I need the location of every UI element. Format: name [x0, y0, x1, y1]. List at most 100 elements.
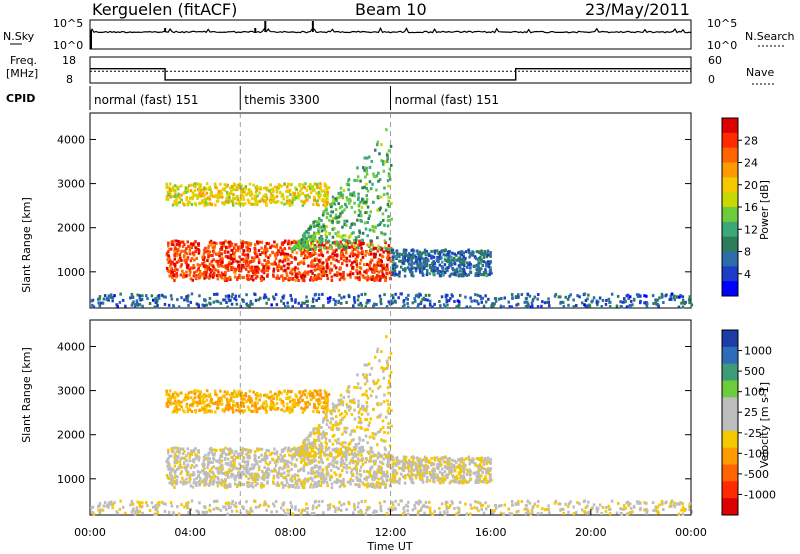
velocity-cell-1591	[296, 482, 299, 486]
power-cell-2739	[421, 251, 425, 255]
power-cell-208	[578, 295, 581, 299]
velocity-cell-1202	[245, 470, 249, 474]
cpid-segment-1: themis 3300	[244, 93, 319, 107]
power-cell-1171	[173, 250, 177, 254]
power-cell-1994	[300, 187, 303, 191]
velocity-cell-1360	[209, 474, 212, 478]
power-cell-2831	[430, 269, 433, 273]
power-cell-1102	[281, 251, 284, 255]
power-cell-2943	[453, 272, 456, 276]
power-cell-2599	[447, 256, 450, 260]
power-cell-2200	[382, 169, 386, 173]
power-cell-2487	[320, 225, 324, 229]
power-cell-141	[658, 296, 661, 300]
power-cell-659	[246, 256, 250, 260]
power-cell-500	[263, 259, 266, 262]
freq-left-tick-bottom: 8	[66, 73, 73, 86]
power-cell-2470	[317, 230, 320, 234]
velocity-cell-1446	[280, 456, 284, 460]
power-cell-1601	[313, 182, 316, 186]
velocity-cell-1183	[173, 486, 176, 489]
power-cell-487	[364, 292, 367, 296]
power-cell-2657	[429, 254, 433, 258]
power-cell-1315	[185, 270, 188, 274]
power-cell-2281	[339, 212, 342, 216]
power-cell-1058	[245, 241, 248, 245]
velocity-cell-1564	[253, 476, 256, 480]
velocity-cell-125	[334, 510, 337, 513]
power-cell-1580	[259, 253, 262, 256]
velocity-cell-1248	[366, 475, 370, 479]
power-cell-305	[406, 297, 409, 301]
power-cell-1860	[313, 195, 316, 199]
power-cell-1566	[262, 265, 265, 269]
power-cell-1141	[252, 259, 256, 263]
power-cell-2929	[441, 265, 444, 269]
velocity-cell-905	[361, 463, 365, 466]
power-cell-2433	[384, 208, 388, 212]
power-cell-1304	[257, 249, 261, 253]
velocity-cell-1111	[249, 449, 253, 453]
power-cell-2041	[231, 199, 234, 203]
power-cell-1576	[325, 264, 329, 268]
velocity-cell-386	[130, 499, 134, 503]
velocity-cell-1674	[300, 406, 303, 410]
velocity-cell-1253	[202, 471, 206, 475]
power-cell-2255	[328, 232, 332, 236]
power-cell-1972	[254, 199, 257, 203]
velocity-cell-855	[384, 473, 387, 477]
power-cell-2442	[378, 152, 381, 156]
velocity-cell-758	[207, 460, 210, 464]
power-cell-1300	[287, 258, 290, 262]
velocity-cell-436	[231, 499, 234, 503]
power-cell-221	[411, 301, 415, 305]
power-cell-1376	[168, 274, 171, 278]
velocity-cell-201	[235, 509, 239, 513]
power-cell-2415	[329, 214, 332, 218]
velocity-cell-1414	[188, 480, 191, 484]
power-cell-2888	[447, 255, 451, 259]
velocity-cell-547	[316, 447, 319, 451]
velocity-cell-1858	[325, 398, 328, 402]
velocity-cell-1426	[327, 464, 331, 468]
velocity-cell-763	[277, 476, 280, 479]
velocity-cell-1738	[165, 393, 168, 396]
power-cell-85	[413, 297, 416, 301]
velocity-cell-1419	[364, 483, 367, 487]
power-cell-2019	[310, 184, 314, 188]
velocity-cell-422	[616, 501, 620, 505]
power-cell-351	[203, 304, 206, 308]
power-cell-2006	[285, 199, 289, 203]
velocity-cell-1114	[334, 473, 338, 477]
power-cell-2772	[403, 274, 407, 278]
velocity-cell-1577	[234, 474, 237, 478]
power-cell-778	[240, 264, 243, 268]
power-cell-2672	[459, 252, 462, 256]
power-cell-1452	[205, 270, 209, 274]
power-cell-1429	[243, 253, 247, 257]
velocity-cell-1110	[177, 447, 180, 450]
velocity-cell-1439	[332, 456, 335, 460]
velocity-cell-1395	[299, 467, 303, 471]
power-cell-902	[358, 276, 361, 280]
velocity-cell-166	[337, 506, 340, 510]
power-cell-1664	[197, 194, 200, 198]
velocity-cell-488	[306, 506, 309, 510]
velocity-cell-1769	[225, 404, 228, 408]
power-cell-1000	[339, 272, 342, 276]
velocity-cell-1672	[201, 406, 204, 410]
velocity-cell-361	[607, 504, 611, 508]
power-cell-216	[567, 295, 571, 299]
power-cell-228	[187, 303, 190, 307]
power-cell-2558	[468, 255, 471, 259]
velocity-cell-1488	[182, 482, 185, 486]
power-cell-1292	[224, 264, 227, 268]
velocity-cell-130	[428, 500, 431, 504]
velocity-cell-872	[216, 484, 220, 488]
velocity-cell-345	[203, 505, 207, 509]
power-cell-343	[562, 300, 565, 304]
power-cell-1275	[197, 242, 200, 246]
power-cell-769	[224, 255, 228, 259]
power-cell-1230	[320, 274, 324, 277]
power-cell-497	[665, 293, 668, 297]
